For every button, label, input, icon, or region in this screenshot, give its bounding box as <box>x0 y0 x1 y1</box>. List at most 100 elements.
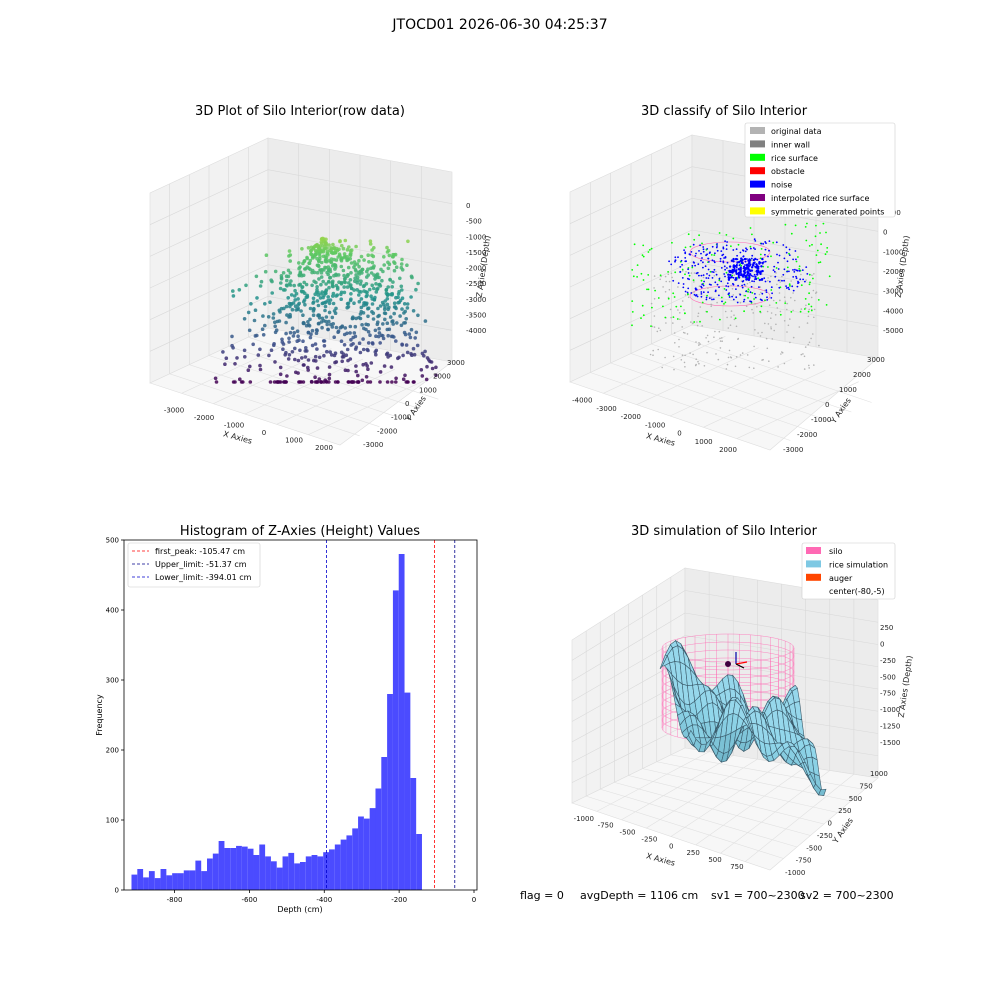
noise-point <box>741 286 744 289</box>
noise-point <box>799 278 802 281</box>
original-data-point <box>683 309 685 311</box>
noise-point <box>705 254 707 257</box>
z-tick-label: -1500 <box>466 249 486 257</box>
noise-point <box>752 247 755 249</box>
data-point <box>288 330 293 335</box>
data-point <box>340 256 344 260</box>
data-point <box>387 253 392 258</box>
data-point <box>310 328 315 333</box>
data-point <box>320 325 324 330</box>
original-data-point <box>694 364 697 367</box>
data-point <box>366 367 370 371</box>
data-point <box>289 293 294 297</box>
original-data-point <box>668 288 671 291</box>
data-point <box>242 348 247 353</box>
noise-point <box>716 245 718 247</box>
rice-surface-point <box>789 284 791 287</box>
data-point <box>411 309 416 313</box>
panel2-title: 3D classify of Silo Interior <box>640 104 808 119</box>
rice-surface-point <box>743 310 745 313</box>
original-data-point <box>762 358 764 361</box>
rice-surface-point <box>636 264 639 266</box>
rice-surface-point <box>730 245 732 248</box>
data-point <box>330 284 335 288</box>
data-point <box>348 278 353 282</box>
noise-point <box>726 267 728 269</box>
original-data-point <box>739 301 742 304</box>
z-axis-label: Z Axies (Depth) <box>897 655 915 718</box>
original-data-point <box>725 368 728 370</box>
data-point <box>316 313 321 317</box>
data-point <box>381 269 385 274</box>
grid-line <box>628 775 825 825</box>
original-data-point <box>729 324 732 326</box>
rice-surface-point <box>725 271 728 274</box>
original-data-point <box>718 330 721 333</box>
legend-swatch <box>750 180 765 188</box>
data-point <box>298 348 302 353</box>
rice-surface-point <box>667 297 670 300</box>
noise-point <box>689 253 691 256</box>
noise-point <box>751 254 754 257</box>
data-point <box>231 289 235 293</box>
data-point <box>297 261 301 265</box>
original-data-point <box>698 344 700 346</box>
original-data-point <box>659 278 661 281</box>
original-data-point <box>707 340 710 343</box>
original-data-point <box>798 326 801 328</box>
data-point <box>331 322 336 326</box>
original-data-point <box>681 354 684 356</box>
original-data-point <box>800 273 802 276</box>
grid-line <box>684 612 879 645</box>
y-axis-label: Y Axies <box>828 396 853 426</box>
noise-point <box>754 296 757 299</box>
noise-point <box>687 277 689 280</box>
rice-surface-point <box>826 247 829 249</box>
x-tick-label: -2000 <box>194 414 214 422</box>
data-point <box>248 364 252 369</box>
rice-surface-point <box>718 232 721 234</box>
data-point <box>315 244 319 249</box>
data-point <box>411 380 416 384</box>
data-point <box>398 276 402 281</box>
data-point <box>288 314 293 319</box>
legend-label: first_peak: -105.47 cm <box>155 547 245 556</box>
data-point <box>381 322 385 326</box>
data-point <box>414 330 419 335</box>
noise-point <box>777 261 779 264</box>
rice-surface-point <box>751 292 754 294</box>
data-point <box>366 380 370 384</box>
noise-point <box>755 266 758 269</box>
original-data-point <box>710 315 713 318</box>
rice-surface-point <box>828 275 831 278</box>
data-point <box>326 265 331 269</box>
data-point <box>296 371 300 375</box>
rice-surface-point <box>642 244 645 247</box>
data-point <box>407 332 412 336</box>
rice-surface-point <box>797 256 799 258</box>
data-point <box>383 305 387 309</box>
data-point <box>252 318 257 323</box>
data-point <box>343 280 348 285</box>
data-point <box>361 303 366 308</box>
rice-surface-point <box>698 234 700 237</box>
histogram-bar <box>160 869 167 890</box>
legend-label: center(-80,-5) <box>829 587 885 596</box>
original-data-point <box>742 294 745 297</box>
data-point <box>358 350 363 355</box>
data-point <box>313 342 318 346</box>
noise-point <box>759 298 762 301</box>
rice-surface-point <box>676 318 679 320</box>
noise-point <box>743 257 747 261</box>
legend-label: obstacle <box>771 167 805 176</box>
rice-surface-point <box>816 249 819 252</box>
noise-point <box>768 240 771 242</box>
noise-point <box>684 290 687 293</box>
data-point <box>233 362 237 366</box>
data-point <box>378 304 383 308</box>
y-tick-label: 200 <box>106 747 119 755</box>
x-tick-label: -1000 <box>224 421 244 429</box>
data-point <box>408 335 413 340</box>
data-point <box>391 252 395 257</box>
original-data-point <box>808 341 811 344</box>
